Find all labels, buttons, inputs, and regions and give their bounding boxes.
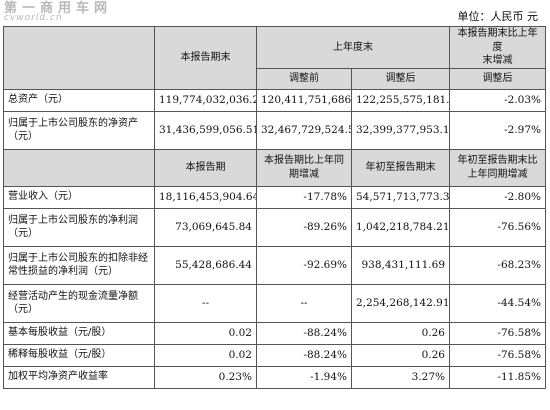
header-ytd: 年初至报告期末 <box>351 148 450 187</box>
cell-value: -68.23% <box>449 245 546 285</box>
row-label: 营业收入（元） <box>3 185 155 209</box>
cell-value: 1,042,218,784.21 <box>351 207 450 247</box>
cell-value: -1.94% <box>256 365 352 389</box>
cell-value: 32,467,729,524.56 <box>256 110 352 150</box>
header-after-adj-change: 调整后 <box>449 67 546 90</box>
cell-value: 3.27% <box>351 365 450 389</box>
row-label: 基本每股收益（元/股） <box>3 321 155 345</box>
cell-value: -88.24% <box>256 343 352 367</box>
cell-value: -- <box>256 283 352 323</box>
table-row: 总资产（元） 119,774,032,036.26 120,411,751,68… <box>3 88 546 112</box>
cell-value: -92.69% <box>256 245 352 285</box>
cell-value: -2.03% <box>449 88 546 112</box>
table-row: 稀释每股收益（元/股） 0.02 -88.24% 0.26 -76.58% <box>3 343 546 367</box>
cell-value: 31,436,599,056.51 <box>154 110 257 150</box>
row-label: 稀释每股收益（元/股） <box>3 343 155 367</box>
header-period-change: 本报告期比上年同期增减 <box>256 148 352 187</box>
row-label: 总资产（元） <box>3 88 155 112</box>
currency-unit: 单位：人民币 元 <box>457 10 539 23</box>
cell-value: -17.78% <box>256 185 352 209</box>
header-corner-2 <box>3 148 155 187</box>
row-label: 经营活动产生的现金流量净额（元） <box>3 283 155 323</box>
header-before-adj: 调整前 <box>256 67 352 90</box>
row-label: 归属于上市公司股东的净利润（元） <box>3 207 155 247</box>
header-after-adj: 调整后 <box>351 67 450 90</box>
cell-value: 55,428,686.44 <box>154 245 257 285</box>
cell-value: -76.56% <box>449 207 546 247</box>
cell-value: -44.54% <box>449 283 546 323</box>
header-change-end: 本报告期末比上年度 末增减 <box>449 26 546 69</box>
cell-value: 120,411,751,686.07 <box>256 88 352 112</box>
header-ytd-change: 年初至报告期末比上年同期增减 <box>449 148 546 187</box>
header-current-end: 本报告期末 <box>154 26 257 90</box>
table-row: 加权平均净资产收益率 0.23% -1.94% 3.27% -11.85% <box>3 365 546 389</box>
financial-table: 本报告期末 上年度末 本报告期末比上年度 末增减 调整前 调整后 调整后 总资产（… <box>3 26 546 389</box>
row-label: 加权平均净资产收益率 <box>3 365 155 389</box>
header-period: 本报告期 <box>154 148 257 187</box>
cell-value: 0.26 <box>351 343 450 367</box>
cell-value: 32,399,377,953.15 <box>351 110 450 150</box>
cell-value: -2.97% <box>449 110 546 150</box>
table-row: 基本每股收益（元/股） 0.02 -88.24% 0.26 -76.58% <box>3 321 546 345</box>
cell-value: 73,069,645.84 <box>154 207 257 247</box>
cell-value: -89.26% <box>256 207 352 247</box>
table-row: 归属于上市公司股东的扣除非经常性损益的净利润（元） 55,428,686.44 … <box>3 245 546 285</box>
cell-value: -- <box>154 283 257 323</box>
table-row: 归属于上市公司股东的净利润（元） 73,069,645.84 -89.26% 1… <box>3 207 546 247</box>
row-label: 归属于上市公司股东的扣除非经常性损益的净利润（元） <box>3 245 155 285</box>
cell-value: 0.23% <box>154 365 257 389</box>
header-corner <box>3 26 155 90</box>
watermark-en: cvworld.cn <box>4 13 63 23</box>
cell-value: 0.02 <box>154 343 257 367</box>
table-row: 经营活动产生的现金流量净额（元） -- -- 2,254,268,142.91 … <box>3 283 546 323</box>
cell-value: 0.26 <box>351 321 450 345</box>
watermark-cn: 第一商用车网 <box>4 1 113 16</box>
cell-value: -76.58% <box>449 343 546 367</box>
row-label: 归属于上市公司股东的净资产（元） <box>3 110 155 150</box>
table-row: 营业收入（元） 18,116,453,904.64 -17.78% 54,571… <box>3 185 546 209</box>
cell-value: -11.85% <box>449 365 546 389</box>
watermark-logo: 第一商用车网 cvworld.cn <box>4 2 112 23</box>
cell-value: -76.58% <box>449 321 546 345</box>
header-last-year-end: 上年度末 <box>256 26 450 69</box>
cell-value: 938,431,111.69 <box>351 245 450 285</box>
cell-value: 54,571,713,773.32 <box>351 185 450 209</box>
cell-value: -88.24% <box>256 321 352 345</box>
cell-value: 0.02 <box>154 321 257 345</box>
cell-value: -2.80% <box>449 185 546 209</box>
cell-value: 119,774,032,036.26 <box>154 88 257 112</box>
cell-value: 18,116,453,904.64 <box>154 185 257 209</box>
cell-value: 122,255,575,181.84 <box>351 88 450 112</box>
table-row: 归属于上市公司股东的净资产（元） 31,436,599,056.51 32,46… <box>3 110 546 150</box>
cell-value: 2,254,268,142.91 <box>351 283 450 323</box>
